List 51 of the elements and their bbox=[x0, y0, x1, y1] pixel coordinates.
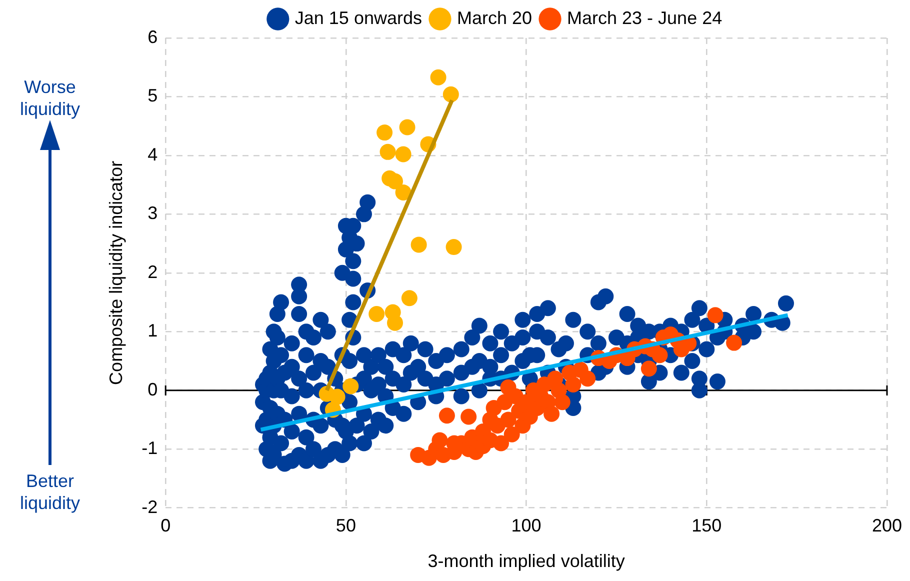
legend-label: March 23 - June 24 bbox=[567, 8, 722, 28]
point bbox=[640, 360, 657, 377]
legend-label: March 20 bbox=[456, 8, 532, 28]
y-tick-label: 3 bbox=[148, 203, 158, 224]
point bbox=[652, 347, 668, 364]
x-axis-title: 3-month implied volatility bbox=[428, 551, 625, 572]
x-tick-label: 200 bbox=[872, 516, 902, 536]
x-tick-label: 150 bbox=[692, 516, 722, 536]
point bbox=[368, 306, 385, 322]
point bbox=[554, 394, 570, 410]
point bbox=[544, 406, 560, 422]
y-tick-label: 4 bbox=[148, 144, 158, 164]
y-tick-label: 1 bbox=[148, 320, 158, 341]
point bbox=[565, 376, 582, 392]
y-tick-label: 0 bbox=[148, 379, 158, 400]
x-tick-label: 0 bbox=[160, 516, 171, 536]
point bbox=[395, 146, 412, 162]
point bbox=[401, 290, 418, 306]
point bbox=[342, 378, 359, 394]
x-tick-label: 50 bbox=[336, 516, 356, 536]
text: Worse liquidity bbox=[18, 76, 82, 120]
point bbox=[399, 119, 416, 136]
point bbox=[500, 412, 516, 428]
x-tick-label: 100 bbox=[511, 516, 542, 536]
y-tick-label: -2 bbox=[142, 496, 158, 517]
point bbox=[493, 435, 510, 452]
point bbox=[432, 432, 448, 448]
point bbox=[460, 408, 477, 425]
y-axis-title: Composite liquidity indicator bbox=[106, 160, 126, 385]
y-tick-label: 2 bbox=[148, 262, 158, 282]
point bbox=[387, 314, 404, 331]
text: Better liquidity bbox=[18, 470, 82, 514]
point bbox=[707, 307, 724, 324]
point bbox=[438, 408, 455, 424]
point bbox=[380, 144, 396, 160]
point bbox=[580, 370, 596, 387]
point bbox=[329, 388, 346, 405]
point bbox=[446, 239, 462, 256]
point bbox=[442, 86, 459, 102]
point bbox=[395, 184, 412, 200]
point bbox=[410, 236, 427, 253]
point bbox=[430, 69, 446, 86]
point bbox=[726, 334, 742, 351]
point bbox=[387, 173, 404, 190]
point bbox=[376, 124, 393, 141]
legend-label: Jan 15 onwards bbox=[294, 8, 422, 28]
point bbox=[500, 379, 516, 396]
point bbox=[504, 426, 520, 442]
y-tick-label: -1 bbox=[142, 438, 158, 458]
y-tick-label: 5 bbox=[148, 86, 158, 106]
y-tick-label: 6 bbox=[148, 26, 158, 47]
